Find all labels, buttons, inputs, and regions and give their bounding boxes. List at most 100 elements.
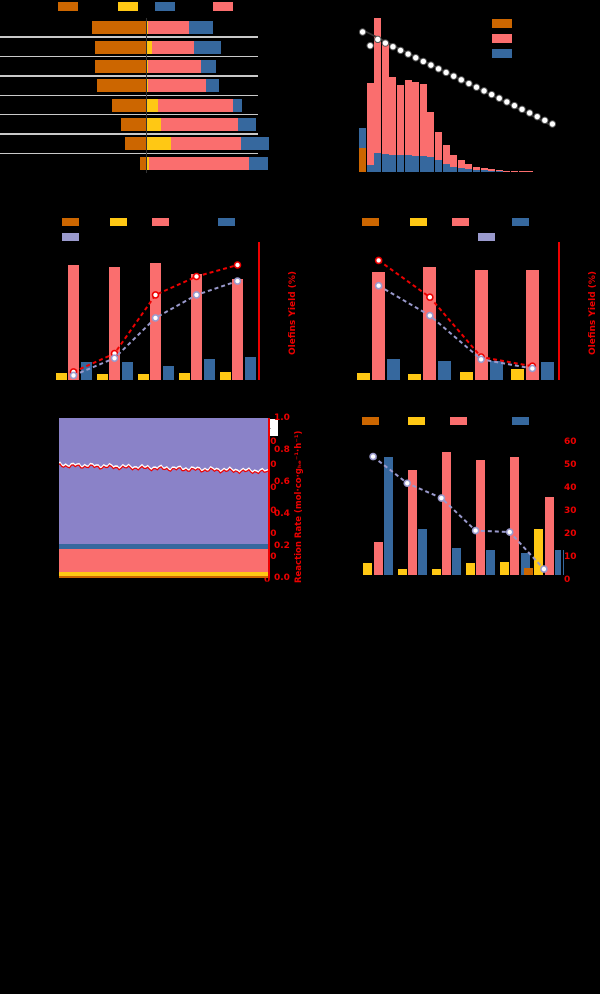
panel-b-yaxis (354, 16, 356, 172)
panel-a-zero-line (146, 18, 147, 173)
ytick-1: 20 (41, 541, 54, 551)
asf-data-point (435, 66, 441, 72)
line-marker (507, 529, 513, 535)
panel-f-xlabel: Reaction temperature (410, 591, 528, 602)
category-label-5: FeMnCuK-a (0, 120, 74, 130)
ytick-0: 0 (47, 573, 53, 583)
y2tick-2: 0.4 (567, 916, 583, 926)
xtick-2: 4 (383, 174, 389, 184)
asf-data-point (413, 55, 419, 61)
y2tick-5: 1.0 (274, 413, 290, 423)
y2tick-0: 0.0 (567, 975, 583, 985)
panel-d-xlabel: GHSV (mL g⁻¹ h⁻¹) (410, 392, 501, 402)
panel-d-legend-paraffins: Paraffins (512, 217, 574, 227)
panel-a-legend-co2: COₓ (58, 1, 98, 11)
bar-olefins (148, 60, 201, 73)
legend-swatch-co2 (58, 2, 78, 11)
legend-label-co2: COₓ (81, 1, 98, 11)
ytick-4: 80 (339, 857, 352, 867)
panel-d-plot (353, 242, 558, 380)
panel-b-label: B (308, 10, 318, 25)
row-divider (0, 56, 258, 58)
xtick-3: 0 (139, 175, 145, 185)
panel-d-ylabel: Product Selectivity (%) (324, 261, 333, 365)
ytick-0: 0 (337, 167, 343, 177)
legend-swatch-conversion (478, 233, 495, 241)
category-label-4: 1 (507, 984, 513, 994)
line-marker (529, 366, 535, 372)
panel-f-xaxis (355, 575, 561, 577)
xtick-6: 60 (206, 175, 219, 185)
line-marker (478, 356, 484, 362)
ytick-3: 60 (339, 886, 352, 896)
category-label-2: ZnFeOx/SAPO (0, 61, 74, 71)
xtick-7: 14 (456, 174, 469, 184)
panel-c-yaxis (52, 242, 54, 380)
ytick-3: 12 (332, 73, 345, 83)
panel-c-plot (53, 242, 258, 380)
panel-f-legend-ch4: CH₄ (408, 416, 445, 426)
ytick-5: 20 (332, 11, 345, 21)
legend-label-olefins: Olefins (172, 217, 205, 227)
xtick-8: 100 (251, 175, 270, 185)
asf-data-point (549, 121, 555, 127)
line-marker (194, 292, 200, 298)
row-divider (0, 36, 258, 38)
ytick-1: 20 (339, 945, 352, 955)
category-label-3: 0.6 (467, 984, 483, 994)
panel-d-legend-co2: COₓ (362, 217, 399, 227)
panel-c-xaxis (52, 380, 258, 382)
ytick-1: 4 (337, 136, 343, 146)
panel-d-y2label: Olefins Yield (%) (588, 271, 598, 355)
panel-f-y2axis (561, 427, 563, 575)
legend-swatch-ch4 (408, 417, 425, 425)
legend-label-conversion: CO Conversion (82, 232, 152, 242)
panel-f-ylabel: Product Selectivity (%) (326, 471, 335, 575)
line-marker (235, 262, 241, 268)
panel-e-plot (58, 418, 268, 578)
asf-data-point (359, 29, 365, 35)
xtick-7: 80 (229, 175, 242, 185)
y2tick-3: 0.6 (274, 477, 290, 487)
asf-data-point (420, 58, 426, 64)
ytick-2: 8 (337, 105, 343, 115)
asf-data-point (382, 40, 388, 46)
panel-c: C COₓ CH₄ Olefins Paraffins CO Conversio… (0, 200, 300, 405)
asf-data-point (481, 88, 487, 94)
line-OlefinsYield (379, 260, 533, 366)
legend-swatch-co2 (362, 218, 379, 226)
bar-paraffins (233, 99, 242, 112)
xtick-1: 100 (90, 581, 109, 591)
panel-f-legend-olefins: Olefins (450, 416, 503, 426)
bar-olefins (149, 157, 249, 170)
xtick-6: 12 (441, 174, 454, 184)
bar-co2 (112, 99, 146, 112)
category-label-7: K-FeAlOₓ (0, 158, 74, 168)
legend-label-co2: CO₂ (382, 416, 399, 426)
panel-e: E CO₂ CH₄ C₂₋₄⁼ C₂₋₄⁰ C₅₊ (0, 405, 300, 605)
xtick-4: 20 (161, 175, 174, 185)
panel-a-xlabel: CO₂ Conversion / Selectivity (%) (110, 188, 263, 198)
category-label-6: CuZnAl/SAPO (0, 139, 74, 149)
ytick-2: 40 (41, 509, 54, 519)
bar-olefins (161, 118, 238, 131)
asf-data-point (443, 69, 449, 75)
line-marker (194, 274, 200, 280)
line-marker (71, 372, 77, 378)
category-label-4: FeMnK/HZSM-5 (0, 100, 74, 110)
xtick-11: 22 (517, 174, 530, 184)
asf-data-point (534, 113, 540, 119)
asf-data-point (466, 80, 472, 86)
asf-data-point (473, 84, 479, 90)
bar-co2 (121, 118, 146, 131)
bar-paraffins (241, 137, 269, 150)
asf-data-point (511, 102, 517, 108)
ytick-4: 80 (41, 445, 54, 455)
legend-swatch-co2 (362, 417, 379, 425)
xtick-1: 2 (367, 174, 373, 184)
panel-b-plot (355, 16, 560, 172)
y2tick-3: 0.6 (567, 886, 583, 896)
bar-CH4 (146, 118, 162, 131)
asf-data-point (375, 36, 381, 42)
